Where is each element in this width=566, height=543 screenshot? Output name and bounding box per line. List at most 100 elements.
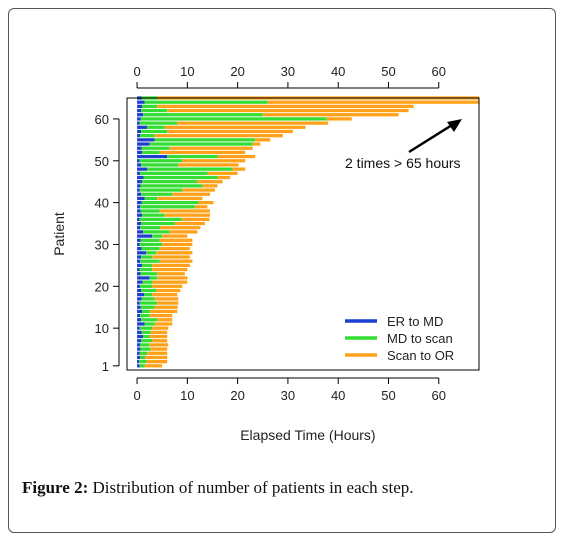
bar-segment-scan-to-or [182,159,246,163]
y-tick-label: 40 [95,196,109,211]
bar-segment-md-to-scan [142,213,165,217]
bar-segment-er-to-md [137,230,144,234]
bar-segment-md-to-scan [141,221,175,226]
bar-segment-er-to-md [137,138,155,142]
bar-segment-er-to-md [137,184,141,188]
bar-segment-er-to-md [137,134,141,138]
bar-segment-md-to-scan [167,154,218,159]
bar-segment-md-to-scan [141,163,179,167]
bar-segment-er-to-md [137,146,142,150]
bar-segment-er-to-md [137,330,142,334]
bar-segment-er-to-md [137,180,143,184]
bar-segment-md-to-scan [140,184,203,188]
x-tick-label: 0 [133,388,140,403]
bar-segment-scan-to-or [159,150,246,155]
bar-segment-er-to-md [137,305,141,309]
bar-segment-er-to-md [137,150,143,155]
bar-segment-md-to-scan [140,117,327,121]
bar-segment-scan-to-or [152,339,168,343]
bar-segment-er-to-md [137,167,148,171]
bar-segment-md-to-scan [144,196,158,201]
legend-label: Scan to OR [387,348,454,363]
bar-segment-md-to-scan [147,125,165,129]
bar-segment-md-to-scan [143,230,170,234]
y-axis-label: Patient [51,212,67,256]
bar-segment-er-to-md [137,326,140,330]
bar-segment-scan-to-or [326,117,352,121]
bar-segment-scan-to-or [154,305,178,309]
bar-segment-scan-to-or [255,138,271,142]
x-tick-label: 30 [281,388,295,403]
bar-segment-scan-to-or [154,297,179,301]
bar-segment-md-to-scan [140,205,195,209]
bar-segment-er-to-md [137,142,150,146]
bar-segment-scan-to-or [149,334,168,339]
bar-segment-er-to-md [137,339,142,343]
bar-segment-er-to-md [137,351,140,355]
bar-segment-scan-to-or [177,121,329,125]
bar-segment-er-to-md [137,154,168,159]
bar-segment-scan-to-or [202,184,218,188]
bar-segment-er-to-md [137,221,142,226]
bar-segment-scan-to-or [167,129,293,134]
bar-segment-md-to-scan [141,255,153,259]
bar-segment-scan-to-or [154,322,173,326]
bar-segment-md-to-scan [141,192,173,196]
bar-segment-er-to-md [137,205,141,209]
bar-segment-scan-to-or [157,104,414,109]
bar-segment-scan-to-or [159,209,210,213]
bar-segment-md-to-scan [140,226,161,230]
bar-segment-er-to-md [137,171,141,175]
bar-segment-scan-to-or [157,318,173,322]
bar-segment-scan-to-or [156,251,193,255]
bar-segment-scan-to-or [198,200,214,205]
x-top-tick-label: 30 [281,64,295,79]
x-tick-label: 10 [180,388,194,403]
bar-segment-md-to-scan [139,242,163,247]
x-top-tick-label: 50 [381,64,395,79]
bar-segment-md-to-scan [140,343,150,347]
bar-segment-md-to-scan [143,175,218,180]
bar-segment-er-to-md [137,188,140,192]
bar-segment-md-to-scan [141,200,199,205]
bar-segment-er-to-md [137,159,140,163]
bar-segment-scan-to-or [149,309,178,314]
bars-group [137,96,479,368]
bar-segment-md-to-scan [141,318,158,322]
bar-segment-er-to-md [137,255,142,259]
bar-segment-scan-to-or [157,301,179,305]
bar-segment-md-to-scan [140,209,160,213]
bar-segment-er-to-md [137,359,140,364]
bar-segment-md-to-scan [142,309,150,314]
bar-segment-scan-to-or [217,175,231,180]
bar-segment-er-to-md [137,318,142,322]
bar-segment-md-to-scan [144,100,268,104]
bar-segment-md-to-scan [144,293,153,297]
bar-segment-md-to-scan [139,359,147,364]
bar-segment-scan-to-or [152,255,190,259]
bar-segment-er-to-md [137,297,142,301]
bar-segment-md-to-scan [154,138,256,142]
plot-area [126,97,480,371]
bar-segment-md-to-scan [142,180,198,184]
bar-segment-scan-to-or [144,364,163,368]
bar-segment-md-to-scan [139,188,183,192]
bar-segment-md-to-scan [139,159,183,163]
bar-segment-md-to-scan [141,297,155,301]
bar-segment-md-to-scan [139,217,182,221]
bar-segment-scan-to-or [172,192,210,196]
bar-segment-scan-to-or [159,247,190,251]
caption-label: Figure 2: [22,478,89,497]
bar-segment-scan-to-or [164,125,306,129]
bar-segment-er-to-md [137,284,141,288]
bar-segment-er-to-md [137,238,141,242]
bar-segment-er-to-md [137,200,142,205]
bar-segment-er-to-md [137,234,153,238]
bar-segment-md-to-scan [140,259,160,263]
bar-segment-scan-to-or [152,263,190,268]
bar-segment-er-to-md [137,267,140,272]
x-top-tick-label: 10 [180,64,194,79]
bar-segment-scan-to-or [145,355,168,360]
x-top-tick-label: 60 [432,64,446,79]
bar-segment-er-to-md [137,276,150,280]
